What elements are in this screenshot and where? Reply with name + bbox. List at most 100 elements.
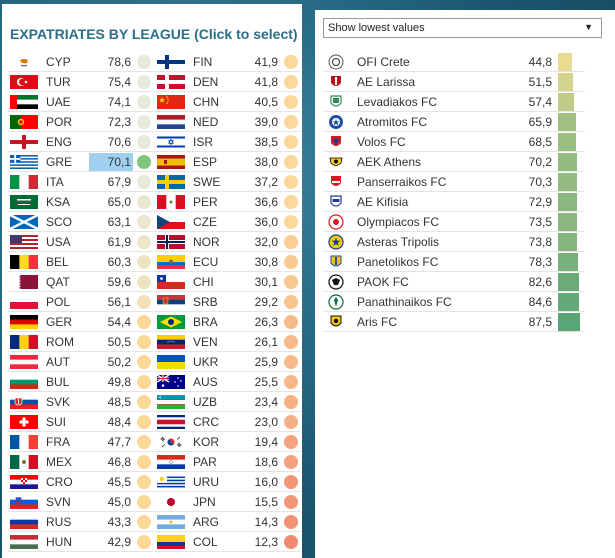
romania-flag [10,335,38,349]
league-row[interactable]: POR 72,3 [7,112,153,132]
league-row[interactable]: TUR 75,4 [7,72,153,92]
league-row[interactable]: QAT 59,6 [7,272,153,292]
club-row[interactable]: PAOK FC 82,6 [323,272,585,292]
club-value-bar [558,313,580,331]
club-value: 68,5 [528,135,552,149]
league-column-1: CYP 78,6 TUR 75,4 UAE 74,1 POR 72,3 ENG 70,6 GRE 70… [7,52,153,552]
club-row[interactable]: Aris FC 87,5 [323,312,585,332]
league-row[interactable]: ENG 70,6 [7,132,153,152]
colombia-flag [157,535,185,549]
league-row[interactable]: CRC 23,0 [154,412,300,432]
league-row[interactable]: SWE 37,2 [154,172,300,192]
club-row[interactable]: Asteras Tripolis 73,8 [323,232,585,252]
league-row[interactable]: SCO 63,1 [7,212,153,232]
league-row[interactable]: ECU 30,8 [154,252,300,272]
league-row[interactable]: NOR 32,0 [154,232,300,252]
club-name: Panetolikos FC [357,255,439,269]
value-indicator-dot [284,275,298,289]
olympiacos-crest [328,214,344,230]
league-code: CRC [193,415,219,429]
league-row[interactable]: MEX 46,8 [7,452,153,472]
league-row[interactable]: HUN 42,9 [7,532,153,552]
brazil-flag [157,315,185,329]
value-indicator-dot [137,135,151,149]
aris-crest [328,314,344,330]
league-code: SCO [46,215,73,229]
ecuador-flag [157,255,185,269]
selected-value-highlight [89,153,133,171]
league-row[interactable]: CYP 78,6 [7,52,153,72]
club-row[interactable]: Atromitos FC 65,9 [323,112,585,132]
league-row[interactable]: GRE 70,1 [7,152,153,172]
league-row[interactable]: SRB 29,2 [154,292,300,312]
sort-dropdown[interactable]: Show lowest values ▼ [323,18,602,38]
club-row[interactable]: Panserraikos FC 70,3 [323,172,585,192]
club-row[interactable]: Panetolikos FC 78,3 [323,252,585,272]
league-row[interactable]: FIN 41,9 [154,52,300,72]
club-value-bar [558,293,579,311]
league-row[interactable]: KSA 65,0 [7,192,153,212]
league-row[interactable]: ISR 38,5 [154,132,300,152]
league-row[interactable]: PER 36,6 [154,192,300,212]
league-row[interactable]: ITA 67,9 [7,172,153,192]
league-row[interactable]: SUI 48,4 [7,412,153,432]
league-row[interactable]: GER 54,4 [7,312,153,332]
league-row[interactable]: CHN 40,5 [154,92,300,112]
league-row[interactable]: SVK 48,5 [7,392,153,412]
club-row[interactable]: AEK Athens 70,2 [323,152,585,172]
club-row[interactable]: Olympiacos FC 73,5 [323,212,585,232]
club-value-bar [558,233,577,251]
league-row[interactable]: BEL 60,3 [7,252,153,272]
value-indicator-dot [284,495,298,509]
league-code: ROM [46,335,74,349]
league-row[interactable]: URU 16,0 [154,472,300,492]
league-value: 25,9 [254,355,278,369]
israel-flag [157,135,185,149]
value-indicator-dot [284,295,298,309]
league-row[interactable]: POL 56,1 [7,292,153,312]
league-row[interactable]: UAE 74,1 [7,92,153,112]
league-row[interactable]: NED 39,0 [154,112,300,132]
league-row[interactable]: AUS 25,5 [154,372,300,392]
club-row[interactable]: Levadiakos FC 57,4 [323,92,585,112]
league-row[interactable]: JPN 15,5 [154,492,300,512]
league-row[interactable]: CRO 45,5 [7,472,153,492]
club-row[interactable]: OFI Crete 44,8 [323,52,585,72]
league-row[interactable]: COL 12,3 [154,532,300,552]
league-row[interactable]: DEN 41,8 [154,72,300,92]
league-row[interactable]: ESP 38,0 [154,152,300,172]
league-row[interactable]: KOR 19,4 [154,432,300,452]
value-indicator-dot [284,75,298,89]
league-code: SRB [193,295,218,309]
caret-down-icon: ▼ [584,22,593,32]
league-row[interactable]: CZE 36,0 [154,212,300,232]
club-value-bar [558,273,579,291]
league-row[interactable]: FRA 47,7 [7,432,153,452]
club-name: Olympiacos FC [357,215,440,229]
club-row[interactable]: AE Kifisia 72,9 [323,192,585,212]
club-value-bar [558,213,577,231]
league-row[interactable]: BRA 26,3 [154,312,300,332]
league-row[interactable]: UKR 25,9 [154,352,300,372]
league-value: 42,9 [107,535,131,549]
league-row[interactable]: ROM 50,5 [7,332,153,352]
club-value: 51,5 [528,75,552,89]
league-row[interactable]: UZB 23,4 [154,392,300,412]
league-row[interactable]: RUS 43,3 [7,512,153,532]
league-row[interactable]: PAR 18,6 [154,452,300,472]
league-row[interactable]: SVN 45,0 [7,492,153,512]
league-value: 29,2 [254,295,278,309]
league-row[interactable]: ARG 14,3 [154,512,300,532]
club-row[interactable]: Panathinaikos FC 84,6 [323,292,585,312]
club-name: Panserraikos FC [357,175,447,189]
club-row[interactable]: Volos FC 68,5 [323,132,585,152]
league-code: ESP [193,155,218,169]
club-value: 65,9 [528,115,552,129]
league-row[interactable]: BUL 49,8 [7,372,153,392]
league-row[interactable]: AUT 50,2 [7,352,153,372]
value-indicator-dot [137,295,151,309]
club-row[interactable]: AE Larissa 51,5 [323,72,585,92]
league-row[interactable]: USA 61,9 [7,232,153,252]
league-row[interactable]: VEN 26,1 [154,332,300,352]
league-row[interactable]: CHI 30,1 [154,272,300,292]
